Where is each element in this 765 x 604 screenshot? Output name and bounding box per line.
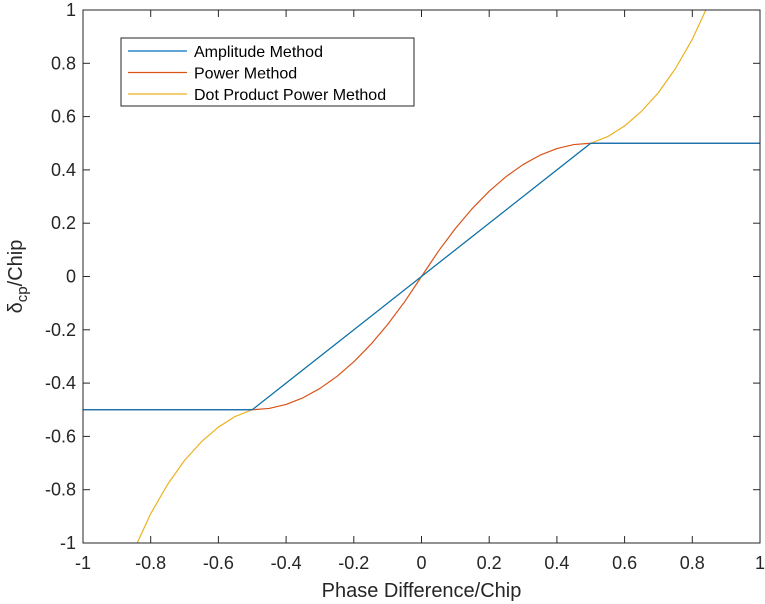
y-tick-label: -1 xyxy=(60,533,76,553)
x-tick-label: 0 xyxy=(416,553,426,573)
x-tick-label: -0.6 xyxy=(203,553,234,573)
y-tick-label: 0.6 xyxy=(51,107,76,127)
y-axis-label-main: δ xyxy=(5,302,27,313)
y-axis-label-subscript: cp xyxy=(14,286,31,302)
x-tick-label: 0.4 xyxy=(544,553,569,573)
x-axis-label: Phase Difference/Chip xyxy=(322,580,522,602)
tick-layer: -1 -0.8 -0.6 -0.4 -0.2 0 0.2 0.4 0.6 0.8 1 -1 -0.8 -0… xyxy=(45,0,765,573)
y-tick-label: -0.8 xyxy=(45,480,76,500)
x-tick-label: -0.2 xyxy=(338,553,369,573)
y-tick-label: -0.6 xyxy=(45,426,76,446)
legend: Amplitude Method Power Method Dot Product … xyxy=(120,37,415,107)
x-tick-label: 0.6 xyxy=(612,553,637,573)
y-tick-label: 0.8 xyxy=(51,53,76,73)
x-tick-label: -0.8 xyxy=(135,553,166,573)
series-line-1 xyxy=(83,142,760,411)
y-tick-label: -0.4 xyxy=(45,373,76,393)
legend-label-1: Amplitude Method xyxy=(194,44,323,61)
x-tick-label: -0.4 xyxy=(271,553,302,573)
series-layer xyxy=(83,10,760,543)
x-tick-label: 1 xyxy=(755,553,765,573)
legend-label-3: Dot Product Power Method xyxy=(194,87,386,104)
y-tick-label: -0.2 xyxy=(45,320,76,340)
legend-label-2: Power Method xyxy=(194,66,297,83)
y-tick-label: 1 xyxy=(66,0,76,20)
x-tick-label: 0.8 xyxy=(680,553,705,573)
x-tick-label: -1 xyxy=(75,553,91,573)
y-axis-label-rest: /Chip xyxy=(5,240,27,287)
y-tick-label: 0 xyxy=(66,267,76,287)
y-tick-label: 0.2 xyxy=(51,213,76,233)
y-tick-label: 0.4 xyxy=(51,160,76,180)
x-tick-label: 0.2 xyxy=(477,553,502,573)
legend-box xyxy=(120,37,415,107)
y-axis-label: δcp/Chip xyxy=(5,240,31,314)
